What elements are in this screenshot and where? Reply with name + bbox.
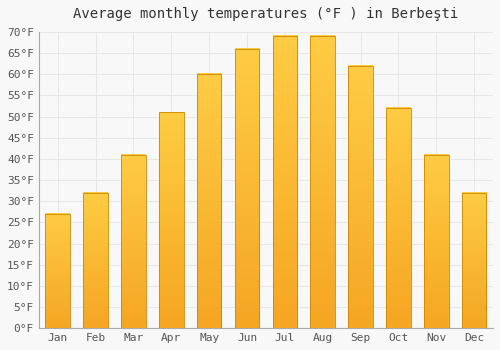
Bar bbox=[272, 36, 297, 328]
Bar bbox=[424, 155, 448, 328]
Bar bbox=[84, 193, 108, 328]
Bar bbox=[310, 36, 335, 328]
Bar bbox=[197, 74, 222, 328]
Bar bbox=[386, 108, 410, 328]
Bar bbox=[462, 193, 486, 328]
Title: Average monthly temperatures (°F ) in Berbeşti: Average monthly temperatures (°F ) in Be… bbox=[74, 7, 458, 21]
Bar bbox=[348, 66, 373, 328]
Bar bbox=[234, 49, 260, 328]
Bar bbox=[121, 155, 146, 328]
Bar bbox=[159, 112, 184, 328]
Bar bbox=[46, 214, 70, 328]
